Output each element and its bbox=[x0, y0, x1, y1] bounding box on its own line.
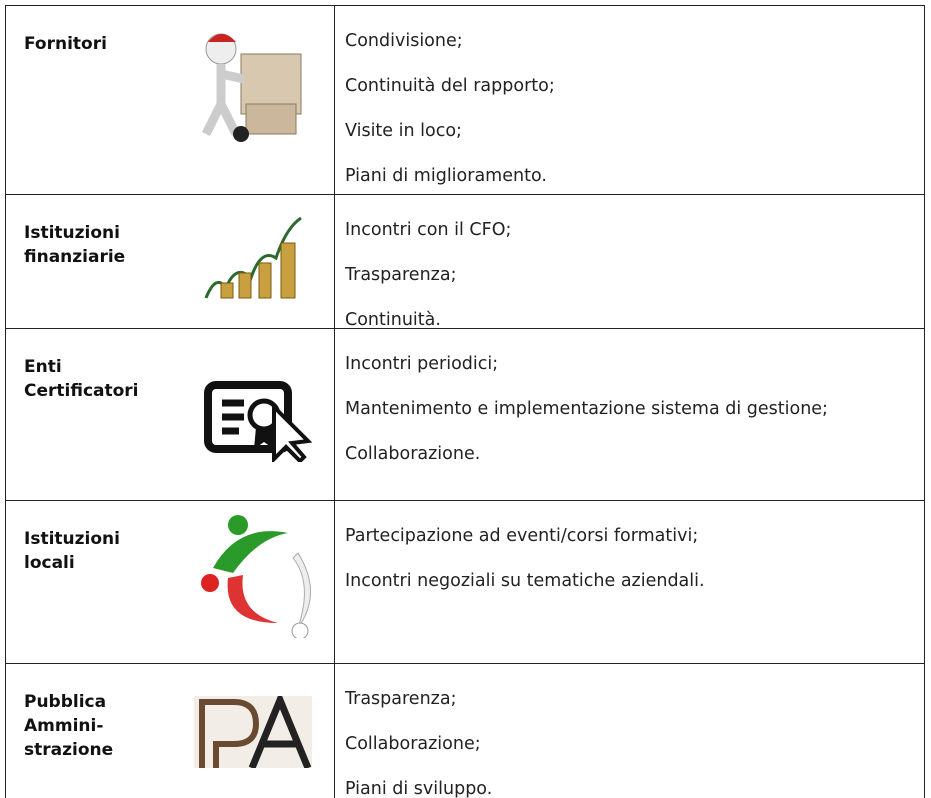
item: Piani di sviluppo. bbox=[345, 779, 493, 798]
column-divider bbox=[334, 501, 335, 663]
label-line: locali bbox=[24, 553, 75, 573]
label-line: Certificatori bbox=[24, 381, 139, 401]
item: Trasparenza; bbox=[345, 689, 457, 709]
item: Incontri con il CFO; bbox=[345, 220, 512, 240]
icon bbox=[204, 216, 302, 299]
table-row: Istituzioni locali Partecipazione ad event… bbox=[5, 500, 925, 663]
row-label: Fornitori bbox=[24, 32, 107, 56]
table-row: Fornitori Condivisione; Continuità del rap… bbox=[5, 5, 925, 194]
row-icon bbox=[196, 24, 316, 153]
row-items: Trasparenza; Collaborazione; Piani di svil… bbox=[345, 688, 920, 798]
row-label: Istituzioni locali bbox=[24, 527, 120, 575]
icon bbox=[204, 381, 313, 464]
label-line: Ammini- bbox=[24, 716, 104, 736]
item: Visite in loco; bbox=[345, 121, 462, 141]
row-icon bbox=[194, 690, 312, 772]
table-row: Pubblica Ammini-strazione Trasparenza; Coll… bbox=[5, 663, 925, 798]
icon bbox=[201, 33, 302, 142]
row-items: Incontri con il CFO; Trasparenza; Continui… bbox=[345, 219, 920, 354]
label-line: finanziarie bbox=[24, 247, 126, 267]
row-icon bbox=[198, 513, 318, 642]
item: Incontri negoziali su tematiche aziendal… bbox=[345, 571, 705, 591]
item: Collaborazione; bbox=[345, 734, 481, 754]
label-line: strazione bbox=[24, 740, 114, 760]
row-icon bbox=[201, 213, 311, 307]
label-line: Istituzioni bbox=[24, 223, 120, 243]
label-line: Pubblica bbox=[24, 692, 107, 712]
item: Collaborazione. bbox=[345, 444, 481, 464]
label-line: Fornitori bbox=[24, 34, 107, 54]
row-items: Incontri periodici; Mantenimento e implem… bbox=[345, 353, 920, 488]
row-label: Enti Certificatori bbox=[24, 355, 139, 403]
item: Piani di miglioramento. bbox=[345, 166, 547, 186]
column-divider bbox=[334, 664, 335, 798]
icon bbox=[201, 515, 311, 640]
column-divider bbox=[334, 6, 335, 194]
column-divider bbox=[334, 195, 335, 328]
column-divider bbox=[334, 329, 335, 500]
row-label: Pubblica Ammini-strazione bbox=[24, 690, 113, 762]
label-line: Istituzioni bbox=[24, 529, 120, 549]
label-line: Enti bbox=[24, 357, 62, 377]
item: Incontri periodici; bbox=[345, 354, 499, 374]
item: Partecipazione ad eventi/corsi formativi… bbox=[345, 526, 699, 546]
item: Trasparenza; bbox=[345, 265, 457, 285]
row-icon bbox=[204, 377, 314, 466]
row-label: Istituzioni finanziarie bbox=[24, 221, 125, 269]
table-row: Enti Certificatori Incontri periodici; Mant… bbox=[5, 328, 925, 500]
item: Mantenimento e implementazione sistema d… bbox=[345, 399, 828, 419]
icon bbox=[194, 690, 312, 770]
row-items: Condivisione; Continuità del rapporto; Vis… bbox=[345, 30, 920, 210]
row-items: Partecipazione ad eventi/corsi formativi… bbox=[345, 525, 920, 615]
table-row: Istituzioni finanziarie Incontri con il CF… bbox=[5, 194, 925, 330]
item: Continuità del rapporto; bbox=[345, 76, 555, 96]
item: Condivisione; bbox=[345, 31, 463, 51]
item: Continuità. bbox=[345, 310, 441, 330]
